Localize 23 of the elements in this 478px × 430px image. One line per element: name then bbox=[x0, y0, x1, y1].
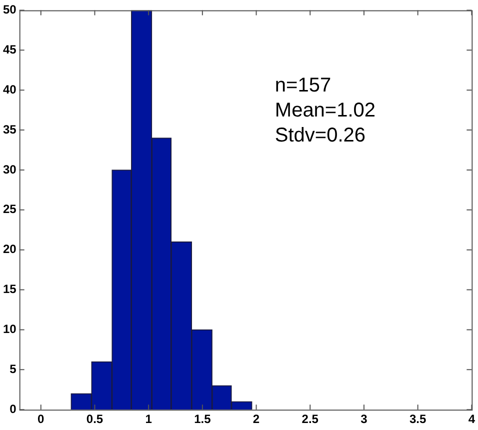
x-tick-label: 2 bbox=[252, 412, 260, 426]
y-tick-label: 0 bbox=[10, 402, 17, 416]
x-tick-label: 4 bbox=[468, 412, 476, 426]
y-tick-label: 15 bbox=[2, 282, 17, 296]
x-tick-label: 1 bbox=[145, 412, 152, 426]
y-tick-label: 10 bbox=[2, 322, 17, 336]
x-tick-label: 1.5 bbox=[194, 412, 212, 426]
annotation: Stdv=0.26 bbox=[274, 124, 366, 147]
x-tick-label: 3.5 bbox=[409, 412, 426, 426]
y-tick-label: 25 bbox=[2, 202, 17, 216]
x-tick-label: 3 bbox=[360, 412, 368, 426]
y-tick-label: 40 bbox=[2, 82, 17, 96]
x-tick-label: 0.5 bbox=[86, 412, 104, 426]
x-tick-label: 2.5 bbox=[302, 412, 319, 426]
y-tick-label: 45 bbox=[2, 42, 17, 56]
x-tick-label: 0 bbox=[38, 412, 45, 426]
y-tick-label: 30 bbox=[2, 162, 17, 176]
y-tick-label: 35 bbox=[2, 122, 17, 136]
y-tick-label: 20 bbox=[2, 242, 17, 256]
annotation: Mean=1.02 bbox=[274, 100, 376, 122]
y-tick-label: 5 bbox=[10, 362, 17, 376]
annotation: n=157 bbox=[274, 74, 332, 97]
y-tick-label: 50 bbox=[2, 2, 17, 17]
